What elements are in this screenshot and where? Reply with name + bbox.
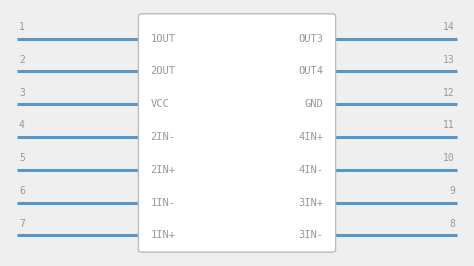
Text: GND: GND <box>304 99 323 109</box>
Text: 12: 12 <box>443 88 455 98</box>
Text: 11: 11 <box>443 120 455 130</box>
Text: VCC: VCC <box>151 99 170 109</box>
Text: 1IN-: 1IN- <box>151 198 176 207</box>
Text: 13: 13 <box>443 55 455 65</box>
Text: 7: 7 <box>19 219 25 229</box>
Text: 2IN-: 2IN- <box>151 132 176 142</box>
Text: 8: 8 <box>449 219 455 229</box>
Text: OUT4: OUT4 <box>298 66 323 76</box>
Text: 3IN+: 3IN+ <box>298 198 323 207</box>
Text: 5: 5 <box>19 153 25 163</box>
Text: 1: 1 <box>19 22 25 32</box>
Text: 2IN+: 2IN+ <box>151 165 176 175</box>
Text: 9: 9 <box>449 186 455 196</box>
Text: 6: 6 <box>19 186 25 196</box>
Text: 1IN+: 1IN+ <box>151 230 176 240</box>
Text: 1OUT: 1OUT <box>151 34 176 44</box>
Text: 3IN-: 3IN- <box>298 230 323 240</box>
Text: 2OUT: 2OUT <box>151 66 176 76</box>
Text: 3: 3 <box>19 88 25 98</box>
Text: 10: 10 <box>443 153 455 163</box>
Text: 4IN-: 4IN- <box>298 165 323 175</box>
Text: 4: 4 <box>19 120 25 130</box>
Text: 2: 2 <box>19 55 25 65</box>
FancyBboxPatch shape <box>138 14 336 252</box>
Text: 4IN+: 4IN+ <box>298 132 323 142</box>
Text: 14: 14 <box>443 22 455 32</box>
Text: OUT3: OUT3 <box>298 34 323 44</box>
